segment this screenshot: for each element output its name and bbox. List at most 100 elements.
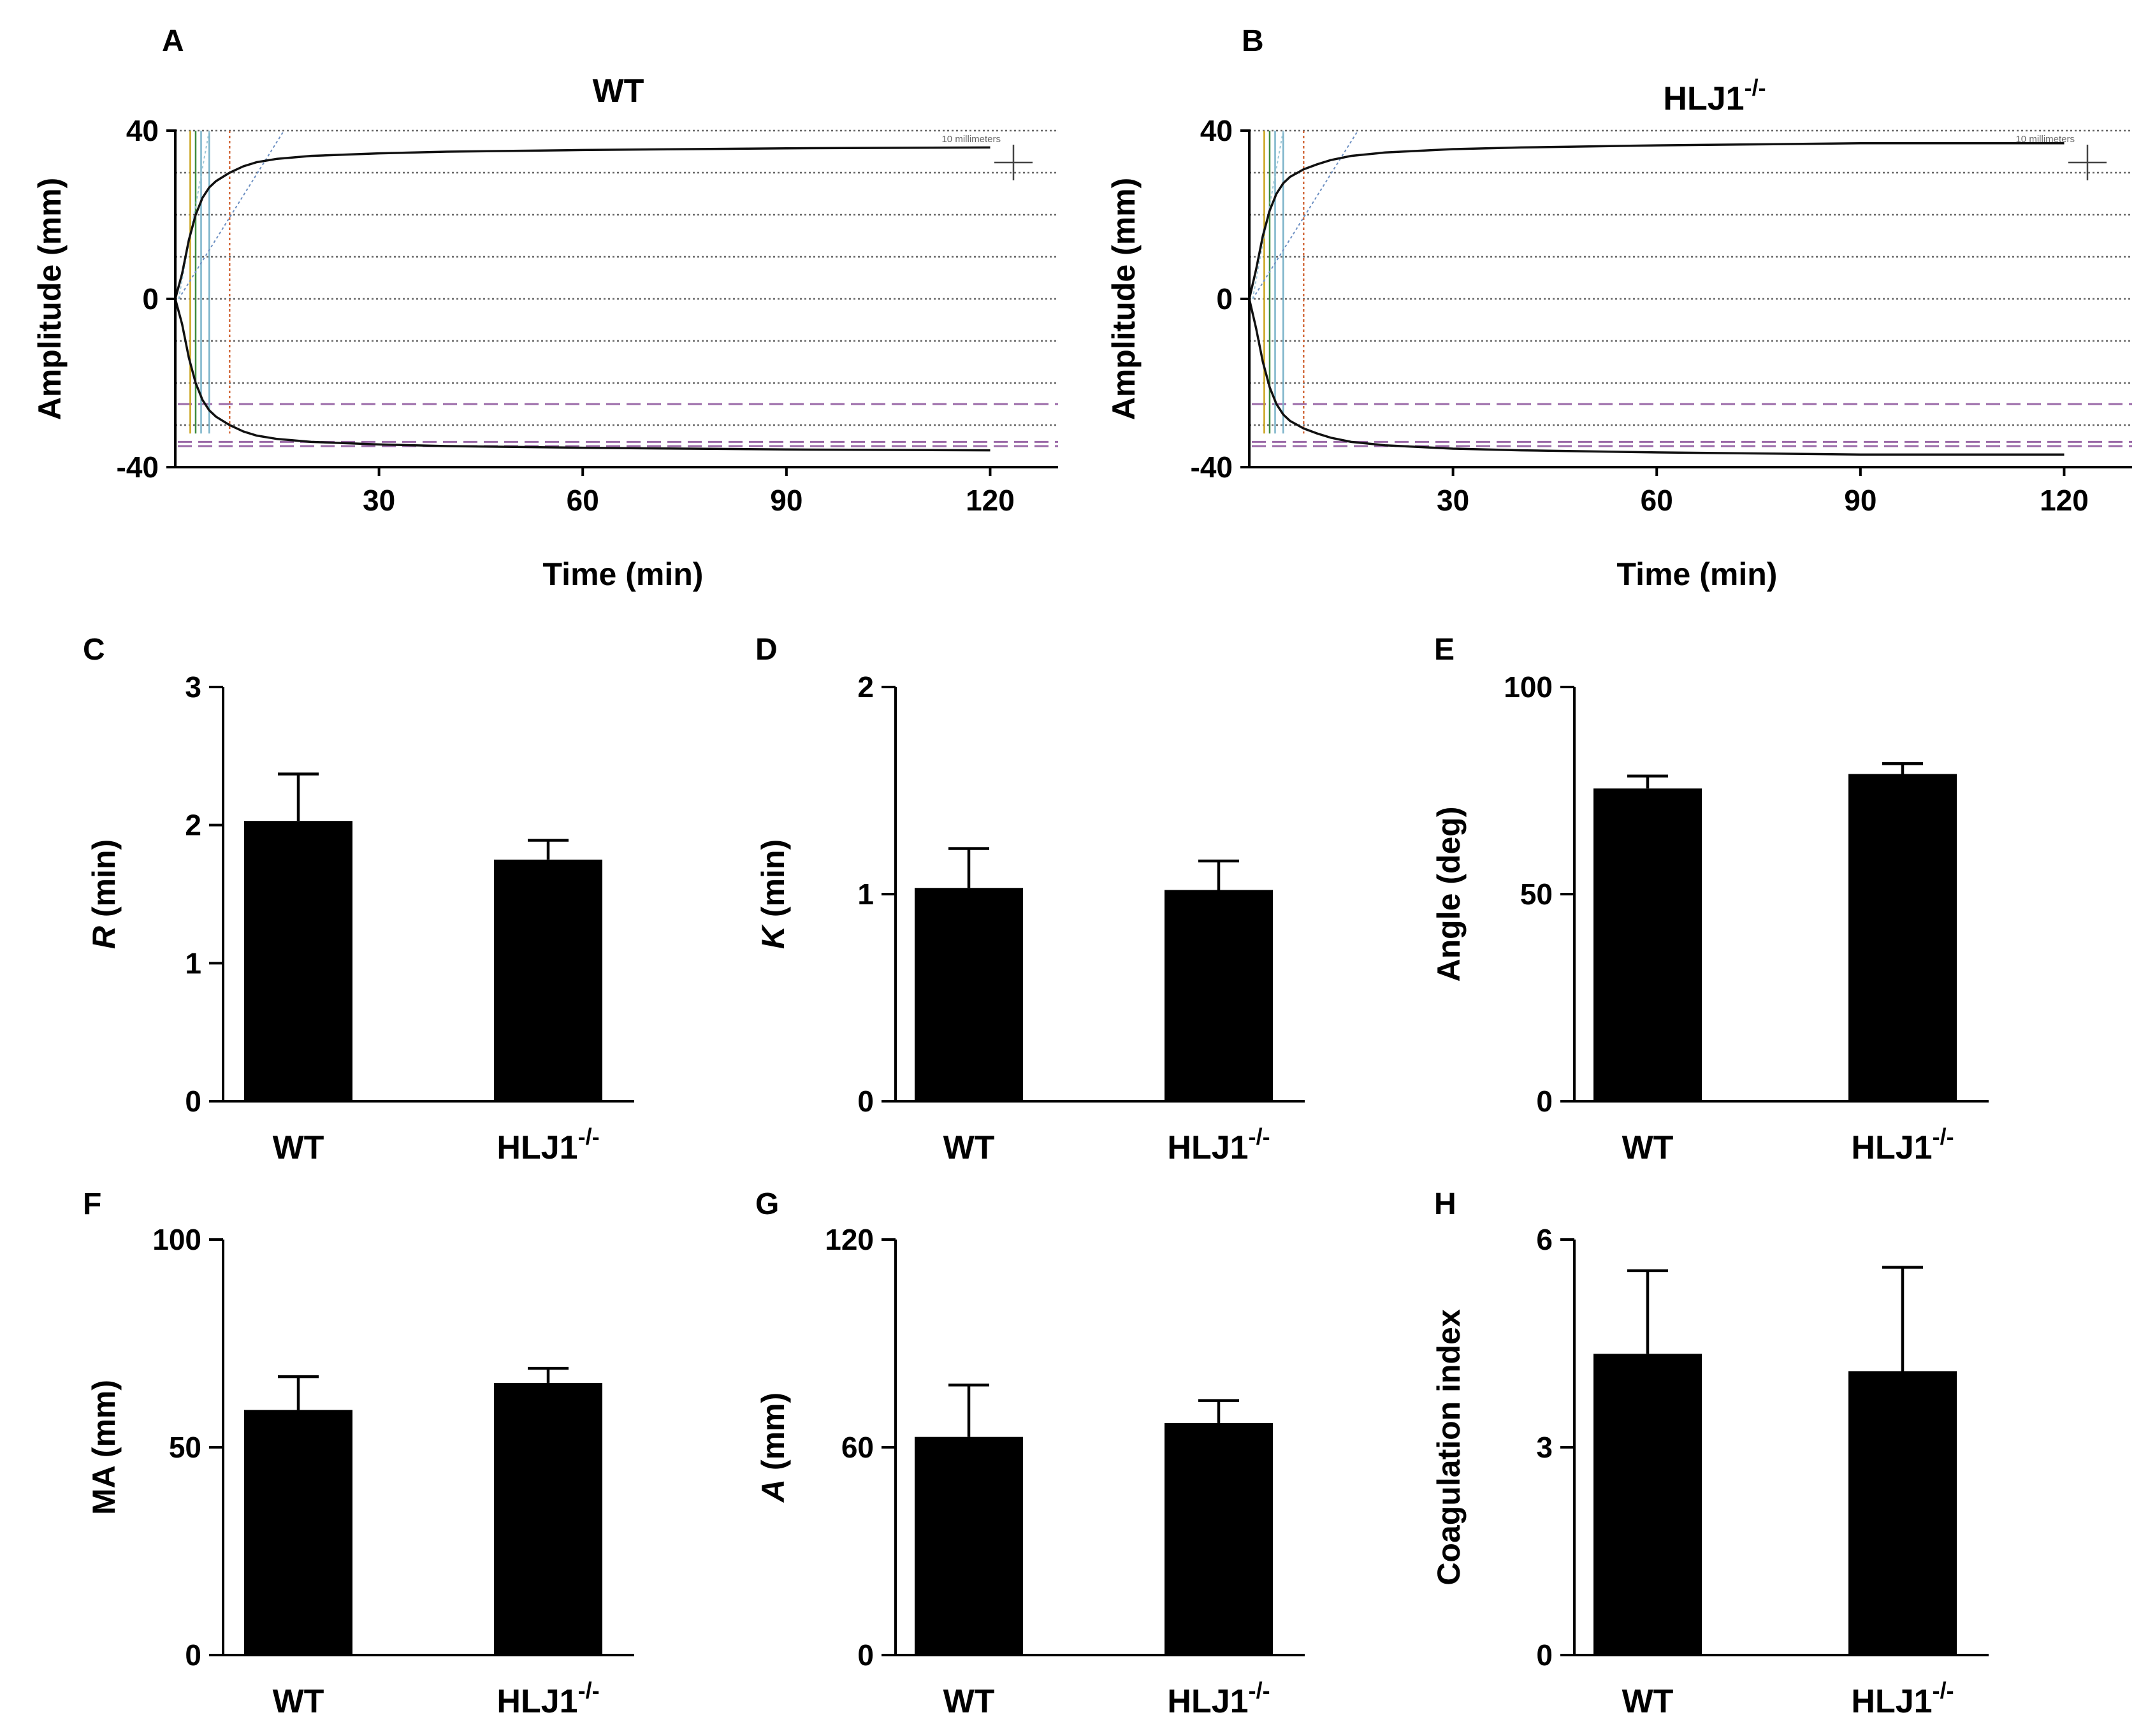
y-tick-label: -40: [117, 451, 159, 484]
category-label: WT: [1622, 1683, 1674, 1720]
y-axis-title-text: Angle (deg): [1431, 807, 1467, 982]
panel-letter-g: G: [755, 1187, 779, 1221]
y-tick-label: 40: [126, 114, 159, 147]
y-tick-label: 3: [185, 670, 201, 704]
chart-a-tracing: 40 0 -40 30 60 90 120 Time (min) Amplitude (mm) W…: [32, 73, 1058, 592]
scale-label: 10 millimeters: [941, 134, 1001, 145]
category-label: WT: [273, 1683, 324, 1720]
chart-g-amplitude: 0 60 120 WT HLJ1-/- A (mm): [755, 1223, 1305, 1720]
x-tick-label: 120: [2040, 484, 2089, 517]
chart-b-tracing: 40 0 -40 30 60 90 120 Time (min) Amplitude (mm) H…: [1106, 75, 2132, 592]
category-label: WT: [273, 1129, 324, 1166]
category-label: WT: [943, 1683, 995, 1720]
tracing-series-upper: [174, 146, 991, 300]
y-axis-title: Amplitude (mm): [1106, 178, 1142, 421]
y-tick-label: 100: [152, 1223, 201, 1256]
panel-letter-h: H: [1434, 1187, 1456, 1221]
category-label: HLJ1-/-: [1851, 1677, 1954, 1720]
chart-h-coagulation-index: 0 3 6 WT HLJ1-/- Coagulation index: [1431, 1223, 1989, 1720]
y-axis-title-text: Coagulation index: [1431, 1309, 1467, 1586]
bar-hlj1: [1848, 1371, 1957, 1655]
y-tick-label: 60: [841, 1431, 874, 1464]
bar-hlj1: [494, 1382, 602, 1655]
x-tick-label: 60: [1641, 484, 1673, 517]
category-label: WT: [943, 1129, 995, 1166]
y-tick-label: 1: [857, 878, 874, 911]
angle-line: [178, 130, 285, 300]
y-tick-label: 2: [857, 670, 874, 704]
chart-title: HLJ1-/-: [1663, 75, 1766, 117]
y-axis-title: Angle (deg): [1431, 807, 1467, 982]
bar-hlj1: [494, 859, 602, 1101]
panel-letter-f: F: [83, 1187, 101, 1221]
x-tick-label: 120: [966, 484, 1015, 517]
x-tick-label: 90: [1844, 484, 1876, 517]
bar-wt: [1593, 788, 1702, 1101]
y-axis-title-text: (min): [86, 839, 122, 926]
x-tick-label: 30: [363, 484, 395, 517]
category-label: HLJ1-/-: [497, 1677, 599, 1720]
bar-wt: [1593, 1354, 1702, 1655]
panel-letter-a: A: [162, 24, 184, 58]
y-tick-label: 6: [1536, 1223, 1553, 1256]
y-axis-title-symbol: A: [755, 1479, 791, 1503]
scale-label: 10 millimeters: [2015, 134, 2075, 145]
y-tick-label: 0: [857, 1638, 874, 1672]
tracing-series-lower: [174, 298, 991, 452]
panel-letter-d: D: [755, 633, 778, 667]
category-label: HLJ1-/-: [1851, 1124, 1954, 1166]
category-superscript: -/-: [578, 1124, 600, 1150]
tracing-series-lower: [1248, 298, 2065, 456]
y-axis-title-text: MA (mm): [86, 1380, 122, 1515]
y-axis-title: A (mm): [755, 1392, 791, 1503]
y-axis-title: K (min): [755, 839, 791, 949]
y-tick-label: 0: [1536, 1085, 1553, 1118]
panel-letter-c: C: [83, 633, 105, 667]
y-tick-label: -40: [1191, 451, 1233, 484]
category-superscript: -/-: [1933, 1124, 1954, 1150]
y-axis-title-text: (mm): [755, 1392, 791, 1479]
bar-wt: [915, 888, 1023, 1101]
x-tick-label: 30: [1437, 484, 1469, 517]
bar-wt: [244, 1410, 352, 1655]
x-tick-label: 90: [770, 484, 802, 517]
category-label: HLJ1-/-: [1167, 1124, 1270, 1166]
chart-f-ma: 0 50 100 WT HLJ1-/- MA (mm): [86, 1223, 634, 1720]
bar-hlj1: [1165, 1422, 1273, 1655]
y-axis-title-text: (min): [755, 839, 791, 926]
x-axis-title: Time (min): [1617, 556, 1778, 592]
category-label: WT: [1622, 1129, 1674, 1166]
category-superscript: -/-: [1249, 1677, 1270, 1703]
bar-wt: [915, 1436, 1023, 1655]
y-tick-label: 0: [185, 1085, 201, 1118]
y-tick-label: 0: [857, 1085, 874, 1118]
y-axis-title-symbol: R: [86, 926, 122, 949]
y-tick-label: 1: [185, 946, 201, 980]
bar-wt: [244, 821, 352, 1101]
tracing-series-upper: [1248, 142, 2065, 300]
chart-title-superscript: -/-: [1745, 75, 1766, 101]
y-axis-title: Coagulation index: [1431, 1309, 1467, 1586]
category-label: HLJ1-/-: [497, 1124, 599, 1166]
y-tick-label: 0: [185, 1638, 201, 1672]
y-tick-label: 0: [1216, 282, 1233, 315]
chart-d-k-time: 0 1 2 WT HLJ1-/- K (min): [755, 670, 1305, 1166]
y-axis-title: Amplitude (mm): [32, 178, 68, 421]
panel-letter-e: E: [1434, 633, 1455, 667]
category-superscript: -/-: [1933, 1677, 1954, 1703]
y-tick-label: 100: [1504, 670, 1553, 704]
y-axis-title-symbol: K: [755, 923, 791, 949]
bar-hlj1: [1848, 774, 1957, 1101]
chart-c-r-time: 0 1 2 3 WT HLJ1-/- R (min): [86, 670, 634, 1166]
chart-e-angle: 0 50 100 WT HLJ1-/- Angle (deg): [1431, 670, 1989, 1166]
y-tick-label: 120: [825, 1223, 874, 1256]
chart-title: WT: [593, 73, 644, 110]
y-tick-label: 40: [1200, 114, 1233, 147]
panel-letter-b: B: [1242, 24, 1264, 58]
category-superscript: -/-: [1249, 1124, 1270, 1150]
bar-hlj1: [1165, 890, 1273, 1101]
category-superscript: -/-: [578, 1677, 600, 1703]
y-tick-label: 50: [1520, 878, 1553, 911]
y-tick-label: 3: [1536, 1431, 1553, 1464]
